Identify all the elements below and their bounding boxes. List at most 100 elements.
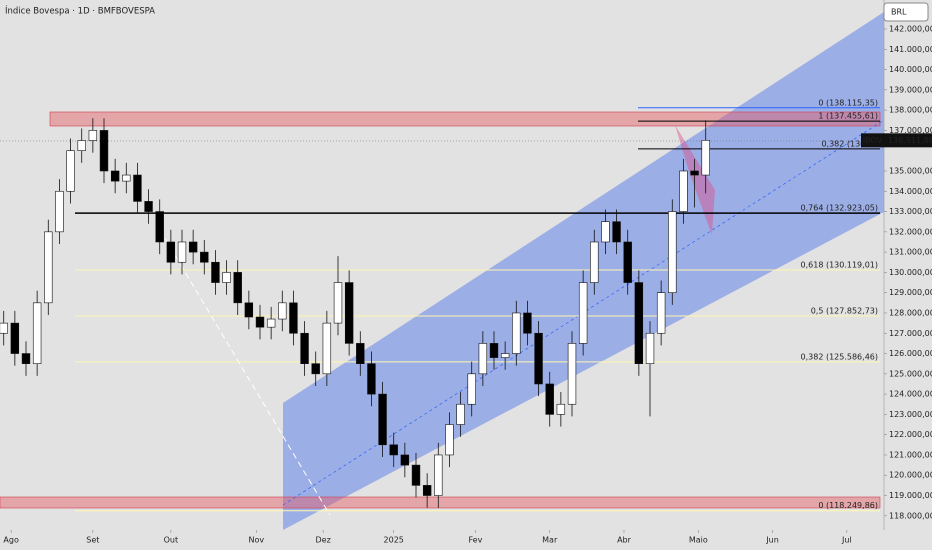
candle-body: [679, 170, 688, 212]
y-tick-label: 118.000,00: [889, 511, 932, 520]
x-tick-label: Dez: [316, 536, 331, 545]
currency-box: [883, 2, 929, 22]
candle-body: [200, 251, 209, 263]
candle-body: [55, 190, 64, 233]
candle-body: [233, 272, 242, 304]
candle-body: [77, 140, 86, 152]
y-tick-label: 119.000,00: [889, 491, 932, 500]
x-tick-label: Mar: [542, 536, 558, 545]
candle-body: [489, 343, 499, 358]
price-label: 136.511,88: [888, 136, 932, 145]
candle-body: [300, 332, 309, 364]
candle-body: [10, 322, 20, 354]
y-tick-label: 129.000,00: [889, 288, 932, 297]
x-tick-label: Ago: [3, 536, 19, 545]
x-tick-label: 2025: [384, 536, 404, 545]
candle-body: [634, 282, 644, 364]
candle-body: [344, 282, 354, 344]
candle-body: [556, 403, 566, 415]
candle-body: [690, 170, 699, 176]
trend-line: [159, 229, 331, 516]
y-tick-label: 137.000,00: [889, 126, 932, 135]
candle-body: [445, 424, 454, 456]
candle-body: [478, 343, 488, 375]
x-tick-label: Jul: [841, 536, 852, 545]
candle-body: [356, 343, 365, 364]
candle-body: [411, 464, 421, 486]
candle-body: [545, 383, 554, 415]
candle-body: [122, 174, 131, 182]
candle-body: [389, 444, 398, 456]
candle-body: [322, 322, 332, 375]
currency: BRL: [891, 8, 907, 17]
y-tick-label: 128.000,00: [889, 308, 932, 317]
y-tick-label: 124.000,00: [889, 390, 932, 399]
y-tick-label: 135.000,00: [889, 166, 932, 175]
candle-body: [244, 302, 254, 318]
y-tick-label: 122.000,00: [889, 430, 932, 439]
y-tick-label: 139.000,00: [889, 85, 932, 94]
y-tick-label: 120.000,00: [889, 471, 932, 480]
x-tick-label: Nov: [248, 536, 264, 545]
candle-body: [456, 403, 465, 425]
candle-body: [188, 241, 198, 253]
fib-label: 0,5 (127.852,73): [811, 306, 878, 315]
y-tick-label: 126.000,00: [889, 349, 932, 358]
candle-body: [500, 353, 510, 358]
candle-body: [623, 241, 632, 283]
fib-label: 0,764 (132.923,05): [801, 204, 879, 213]
candle-body: [144, 201, 153, 212]
candle-body: [645, 332, 655, 364]
candle-body: [99, 130, 109, 172]
candle-body: [567, 343, 577, 405]
y-tick-label: 130.000,00: [889, 268, 932, 277]
resistance-zone: [49, 111, 881, 127]
fib-label: 0,382 (125.586,46): [801, 352, 879, 361]
candle-body: [177, 241, 187, 263]
candle-body: [434, 454, 443, 496]
y-tick-label: 138.000,00: [889, 106, 932, 115]
y-tick-label: 127.000,00: [889, 329, 932, 338]
y-tick-label: 123.000,00: [889, 410, 932, 419]
candle-body: [289, 302, 298, 334]
candle-body: [578, 282, 588, 344]
candle-body: [612, 221, 621, 243]
candle-body: [255, 316, 265, 328]
x-tick-label: Set: [86, 536, 99, 545]
candle-body: [155, 211, 164, 243]
candle-body: [211, 261, 220, 283]
candle-body: [590, 241, 599, 283]
candle-body: [44, 231, 53, 304]
candle-body: [422, 485, 432, 496]
x-tick-label: Jun: [765, 536, 779, 545]
candle-body: [333, 282, 343, 324]
chart-title: Índice Bovespa · 1D · BMFBOVESPA: [5, 5, 155, 17]
candle-body: [534, 332, 543, 385]
x-tick-label: Maio: [689, 536, 708, 545]
y-tick-label: 132.000,00: [889, 227, 932, 236]
fib-label: 0,382 (136.09: [821, 139, 878, 148]
candle-body: [467, 373, 476, 405]
symbol-tag: [861, 133, 884, 148]
candle-body: [311, 363, 320, 375]
candle-body: [133, 174, 142, 202]
fib-label: 0,618 (130.119,01): [801, 260, 879, 269]
fib-label: 0 (118.249,86): [818, 501, 878, 510]
pattern-zone: [675, 125, 715, 235]
y-tick-label: 133.000,00: [889, 207, 932, 216]
candle-body: [66, 150, 75, 192]
candle-body: [668, 211, 677, 293]
support-zone: [0, 496, 881, 509]
candle-body: [21, 353, 31, 364]
candle-body: [400, 454, 410, 466]
y-tick-label: 125.000,00: [889, 369, 932, 378]
candle-body: [266, 318, 276, 328]
x-tick-label: Out: [164, 536, 179, 545]
candle-body: [656, 292, 666, 334]
x-tick-label: Fev: [469, 536, 483, 545]
y-tick-label: 134.000,00: [889, 187, 932, 196]
fib-label: 0 (138.115,35): [818, 98, 878, 107]
candle-body: [512, 312, 521, 354]
